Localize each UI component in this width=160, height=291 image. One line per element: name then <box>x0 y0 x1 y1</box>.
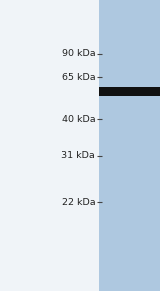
Text: 65 kDa: 65 kDa <box>62 73 95 81</box>
Text: 31 kDa: 31 kDa <box>61 151 95 160</box>
Text: 22 kDa: 22 kDa <box>62 198 95 207</box>
Bar <box>99 0 160 291</box>
Text: 90 kDa: 90 kDa <box>62 49 95 58</box>
Bar <box>99 87 160 96</box>
Text: 40 kDa: 40 kDa <box>62 115 95 124</box>
